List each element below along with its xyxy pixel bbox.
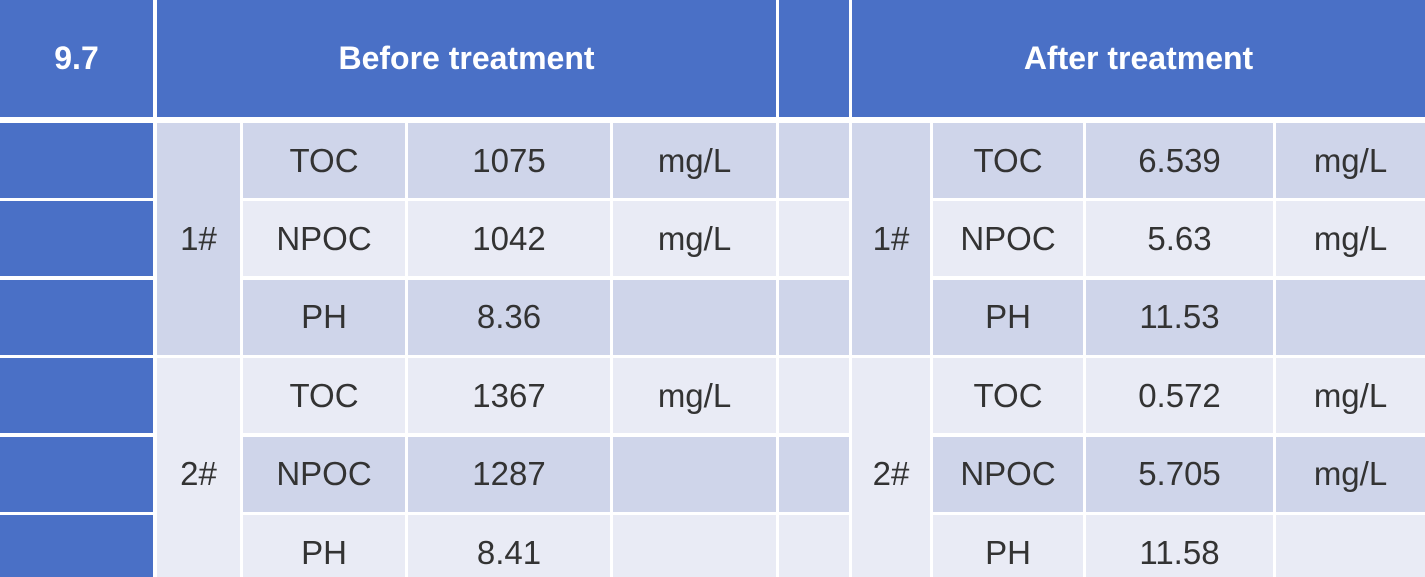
row-marker (0, 279, 153, 355)
group-label: 1# (157, 123, 240, 355)
unit-cell (613, 515, 776, 577)
unit-cell: mg/L (613, 358, 776, 434)
unit-cell: mg/L (1276, 358, 1425, 434)
spacer (779, 436, 849, 512)
param-cell: PH (933, 515, 1083, 577)
param-cell: PH (243, 515, 405, 577)
param-cell: TOC (933, 358, 1083, 434)
value-cell: 1367 (408, 358, 610, 434)
param-cell: NPOC (243, 436, 405, 512)
value-cell: 5.63 (1086, 201, 1273, 277)
param-cell: NPOC (933, 201, 1083, 277)
param-cell: PH (243, 279, 405, 355)
unit-cell: mg/L (1276, 123, 1425, 198)
value-cell: 8.41 (408, 515, 610, 577)
spacer (779, 515, 849, 577)
value-cell: 1075 (408, 123, 610, 198)
value-cell: 1042 (408, 201, 610, 277)
unit-cell: mg/L (613, 201, 776, 277)
row-marker (0, 123, 153, 198)
value-cell: 11.53 (1086, 279, 1273, 355)
param-cell: TOC (933, 123, 1083, 198)
header-before: Before treatment (157, 0, 776, 117)
header-spacer (779, 0, 849, 117)
value-cell: 5.705 (1086, 436, 1273, 512)
group-label: 2# (157, 358, 240, 577)
value-cell: 11.58 (1086, 515, 1273, 577)
param-cell: TOC (243, 123, 405, 198)
row-marker (0, 201, 153, 277)
unit-cell (613, 436, 776, 512)
unit-cell (1276, 515, 1425, 577)
value-cell: 1287 (408, 436, 610, 512)
param-cell: TOC (243, 358, 405, 434)
spacer (779, 123, 849, 198)
param-cell: NPOC (933, 436, 1083, 512)
value-cell: 6.539 (1086, 123, 1273, 198)
unit-cell: mg/L (613, 123, 776, 198)
header-after: After treatment (852, 0, 1425, 117)
unit-cell (613, 279, 776, 355)
unit-cell (1276, 279, 1425, 355)
spacer (779, 358, 849, 434)
value-cell: 0.572 (1086, 358, 1273, 434)
row-marker (0, 515, 153, 577)
header-label: 9.7 (0, 0, 153, 117)
spacer (779, 201, 849, 277)
spacer (779, 279, 849, 355)
group-label: 1# (852, 123, 930, 355)
value-cell: 8.36 (408, 279, 610, 355)
param-cell: PH (933, 279, 1083, 355)
unit-cell: mg/L (1276, 436, 1425, 512)
param-cell: NPOC (243, 201, 405, 277)
row-marker (0, 358, 153, 434)
group-label: 2# (852, 358, 930, 577)
unit-cell: mg/L (1276, 201, 1425, 277)
row-marker (0, 436, 153, 512)
